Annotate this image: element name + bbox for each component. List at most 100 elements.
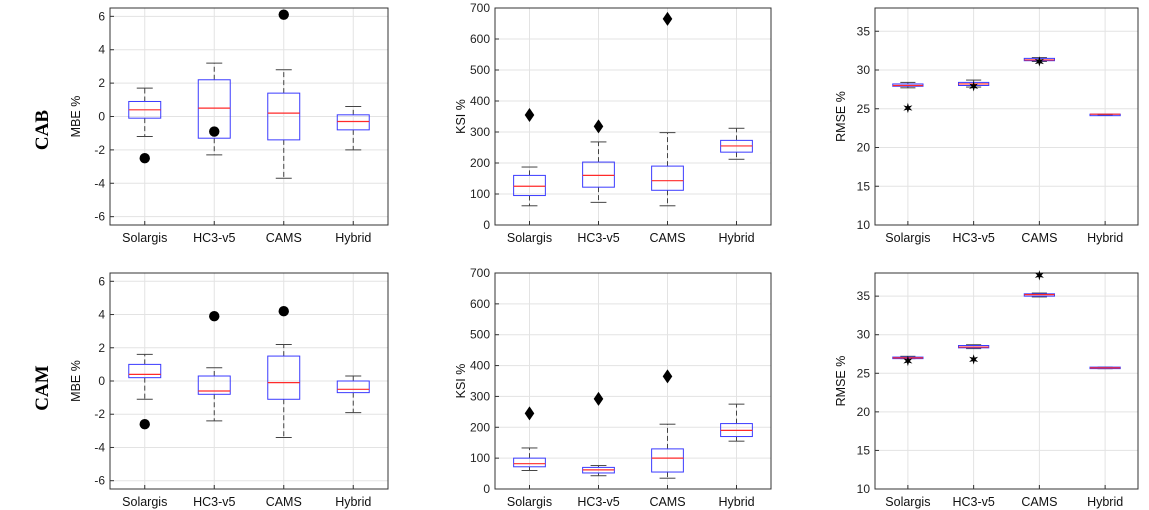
box-hc3-v5 [958, 344, 990, 365]
x-tick-label: Solargis [122, 231, 167, 245]
box-iqr [197, 79, 231, 139]
box-hc3-v5 [582, 119, 615, 203]
box-hybrid [1089, 113, 1121, 117]
box-hybrid [336, 105, 370, 151]
outlier-marker [524, 107, 535, 122]
outlier-marker [662, 369, 673, 384]
y-tick-label: 30 [857, 63, 871, 77]
x-tick-label: Hybrid [1087, 231, 1123, 245]
boxplot-panel-cab-ksi: 0 100 200 300 400 500 600 700 Solargis HC3-v5 CAMS… [454, 1, 772, 245]
outlier-marker [278, 306, 289, 317]
y-tick-label: 100 [470, 451, 490, 465]
box-solargis [128, 87, 162, 164]
y-axis-label: KSI % [454, 364, 468, 399]
box-cams [1023, 270, 1055, 298]
x-tick-label: Hybrid [335, 495, 371, 509]
x-tick-label: CAMS [1021, 495, 1057, 509]
outlier-marker [209, 311, 220, 322]
x-tick-label: CAMS [266, 495, 302, 509]
x-tick-label: Hybrid [335, 231, 371, 245]
x-tick-label: HC3-v5 [577, 231, 619, 245]
x-tick-label: Solargis [122, 495, 167, 509]
y-tick-label: 10 [857, 482, 871, 496]
box-hc3-v5 [582, 391, 615, 477]
box-solargis [513, 406, 546, 471]
y-tick-label: 200 [470, 420, 490, 434]
box-hybrid [1089, 366, 1121, 370]
x-tick-label: CAMS [649, 231, 685, 245]
boxplot-panel-cam-rmse: 10 15 20 25 30 35 Solargis HC3-v5 CAMS Hybrid RMSE… [834, 270, 1139, 509]
y-tick-label: 15 [857, 443, 871, 457]
box-iqr [582, 161, 615, 188]
y-axis-label: RMSE % [834, 356, 848, 407]
y-tick-label: 500 [470, 63, 490, 77]
axes-frame [494, 7, 772, 226]
box-iqr [513, 174, 546, 197]
y-tick-label: -2 [94, 407, 105, 421]
box-iqr [197, 375, 231, 395]
outlier-marker [593, 119, 604, 134]
box-hc3-v5 [197, 311, 231, 422]
outlier-marker [1034, 270, 1044, 281]
box-hc3-v5 [958, 79, 990, 92]
outlier-marker [524, 406, 535, 421]
y-tick-label: 10 [857, 218, 871, 232]
y-tick-label: -6 [94, 210, 105, 224]
y-tick-label: 0 [98, 110, 105, 124]
box-iqr [336, 380, 370, 394]
x-tick-label: Solargis [885, 495, 930, 509]
boxplot-panel-cam-ksi: 0 100 200 300 400 500 600 700 Solargis HC3-v5 CAMS… [454, 266, 772, 509]
x-tick-label: HC3-v5 [193, 495, 235, 509]
box-iqr [513, 457, 546, 468]
y-tick-label: 6 [98, 9, 105, 23]
y-tick-label: 0 [483, 218, 490, 232]
box-cams [267, 306, 301, 438]
y-tick-label: 15 [857, 179, 871, 193]
y-tick-label: 4 [98, 308, 105, 322]
panels: -6 -4 -2 0 2 4 6 Solargis HC3-v5 CAMS Hybrid MBE % 0… [69, 1, 1139, 509]
outlier-marker [139, 419, 150, 430]
box-solargis [892, 81, 924, 114]
box-iqr [651, 165, 684, 191]
x-tick-label: HC3-v5 [952, 231, 994, 245]
x-tick-label: CAMS [649, 495, 685, 509]
y-tick-label: -4 [94, 440, 105, 454]
y-tick-label: 100 [470, 187, 490, 201]
y-tick-label: 4 [98, 43, 105, 57]
y-tick-label: 25 [857, 102, 871, 116]
y-tick-label: 35 [857, 24, 871, 38]
y-tick-label: 30 [857, 328, 871, 342]
y-axis-label: KSI % [454, 99, 468, 134]
y-tick-label: 200 [470, 156, 490, 170]
y-tick-label: 35 [857, 289, 871, 303]
box-hybrid [720, 127, 753, 160]
y-tick-label: 300 [470, 389, 490, 403]
box-iqr [267, 355, 301, 400]
outlier-marker [593, 391, 604, 406]
y-tick-label: 2 [98, 341, 105, 355]
y-tick-label: 600 [470, 297, 490, 311]
box-iqr [651, 448, 684, 473]
outlier-marker [1034, 56, 1044, 67]
boxplot-panel-cab-mbe: -6 -4 -2 0 2 4 6 Solargis HC3-v5 CAMS Hybrid MBE % [69, 7, 389, 245]
outlier-marker [209, 126, 220, 137]
box-iqr [336, 114, 370, 131]
y-tick-label: 20 [857, 141, 871, 155]
box-hybrid [720, 403, 753, 442]
y-tick-label: 300 [470, 125, 490, 139]
box-cams [651, 11, 684, 207]
axes-frame [494, 272, 772, 490]
box-cams [267, 9, 301, 179]
y-axis-label: RMSE % [834, 91, 848, 142]
row-label-cam: CAM [32, 365, 53, 410]
row-label-cab: CAB [32, 110, 53, 150]
y-tick-label: 400 [470, 94, 490, 108]
x-tick-label: HC3-v5 [952, 495, 994, 509]
x-tick-label: Solargis [507, 231, 552, 245]
outlier-marker [903, 102, 913, 114]
y-tick-label: 700 [470, 266, 490, 280]
axes-frame [874, 7, 1139, 226]
y-tick-label: -6 [94, 474, 105, 488]
boxplot-panel-cam-mbe: -6 -4 -2 0 2 4 6 Solargis HC3-v5 CAMS Hybrid MBE % [69, 272, 389, 509]
outlier-marker [969, 354, 979, 365]
